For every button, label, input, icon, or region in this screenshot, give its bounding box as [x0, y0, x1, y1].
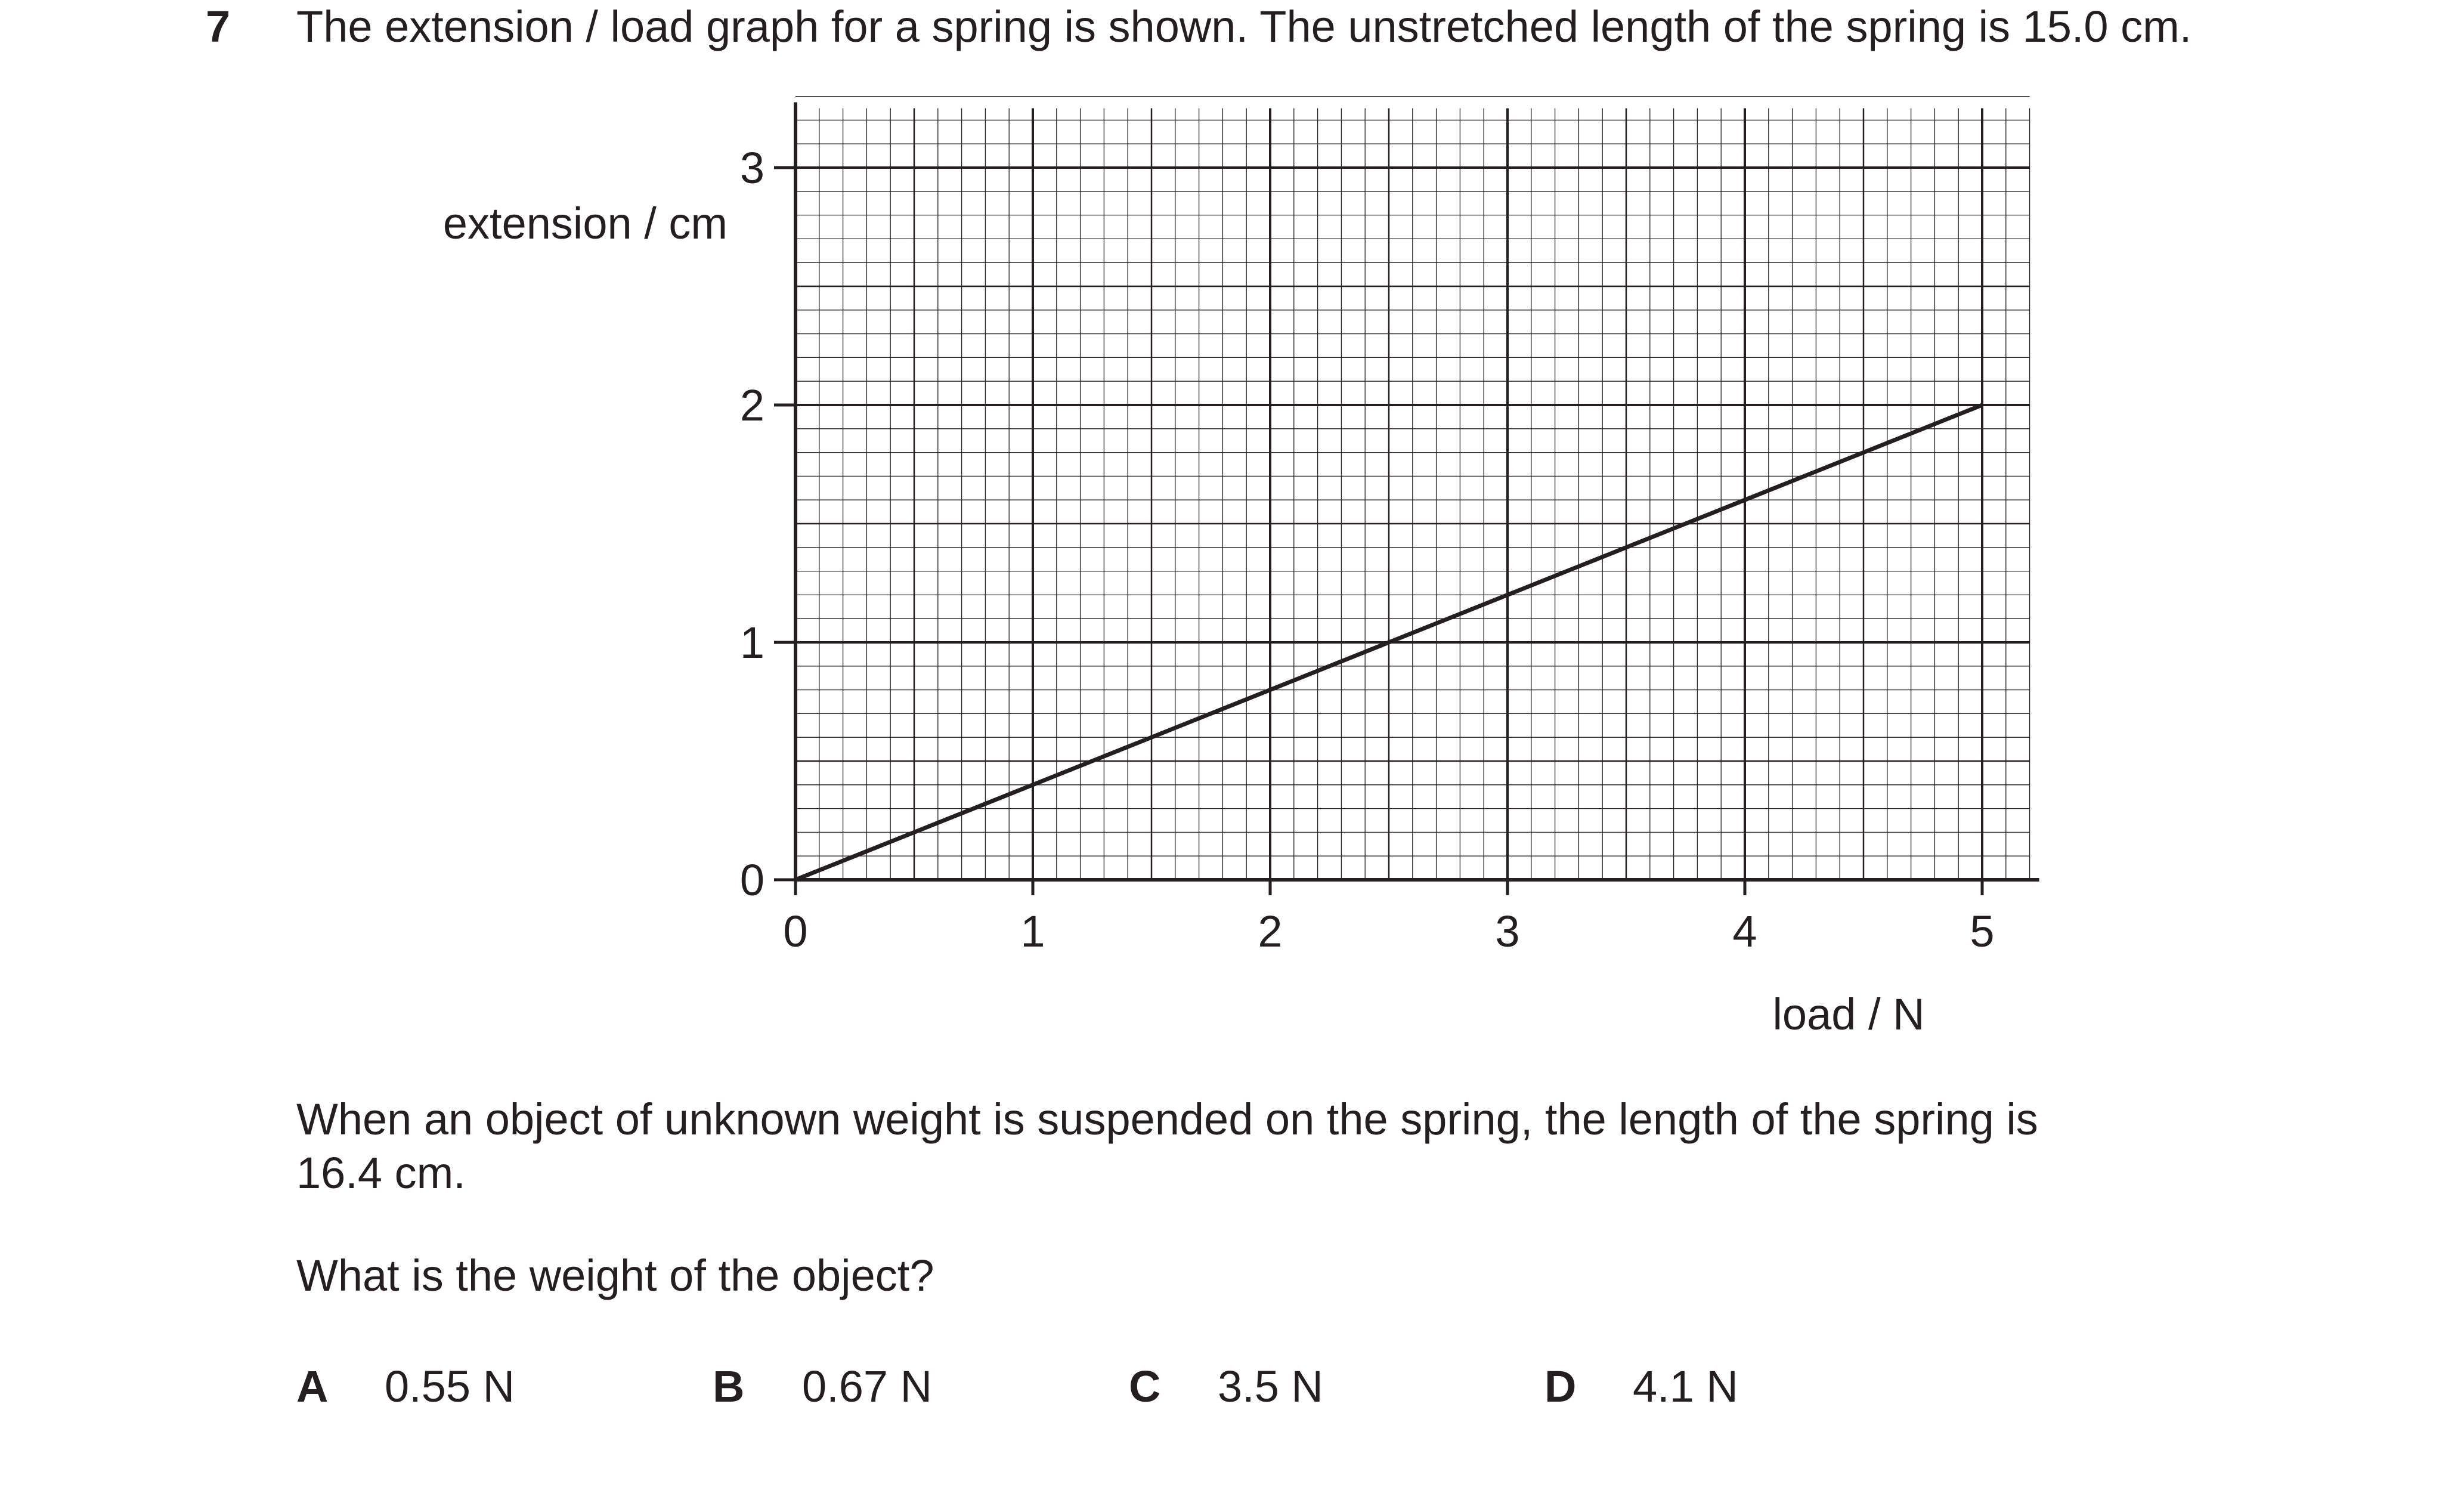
question-stem: The extension / load graph for a spring … [296, 2, 2192, 51]
data-series [794, 403, 1983, 882]
x-tick-label: 5 [1970, 907, 1994, 956]
option-d-letter[interactable]: D [1544, 1362, 1577, 1411]
option-c-value[interactable]: 3.5 N [1218, 1362, 1323, 1411]
question-body-line-2: 16.4 cm. [296, 1148, 466, 1198]
option-b-letter[interactable]: B [713, 1362, 745, 1411]
option-d-value[interactable]: 4.1 N [1633, 1362, 1738, 1411]
x-tick-label: 1 [1020, 907, 1045, 956]
x-tick-label: 3 [1495, 907, 1519, 956]
x-axis-label: load / N [1772, 989, 1924, 1039]
question-body-line-1: When an object of unknown weight is susp… [296, 1094, 2038, 1144]
option-c-letter[interactable]: C [1129, 1362, 1161, 1411]
axes [794, 102, 2039, 882]
option-b-value[interactable]: 0.67 N [802, 1362, 933, 1411]
y-tick-label: 3 [740, 143, 764, 193]
x-tick-label: 0 [783, 907, 807, 956]
mid-gridlines [795, 108, 2030, 880]
minor-gridlines [795, 95, 2030, 880]
y-tick-label: 1 [740, 618, 764, 667]
question-number: 7 [206, 2, 231, 51]
x-tick-label: 4 [1732, 907, 1757, 956]
option-a-value[interactable]: 0.55 N [385, 1362, 515, 1411]
y-tick-label: 2 [740, 381, 764, 430]
tick-marks [774, 166, 1984, 895]
option-a-letter[interactable]: A [296, 1362, 329, 1411]
extension-load-graph: 0 1 2 3 4 5 0 1 2 3 extension / cm load / N [443, 95, 2039, 1039]
extension-load-line [794, 403, 1983, 882]
x-tick-label: 2 [1258, 907, 1282, 956]
y-tick-label: 0 [740, 855, 764, 905]
tick-labels: 0 1 2 3 4 5 0 1 2 3 [740, 143, 1995, 956]
question-prompt: What is the weight of the object? [296, 1251, 934, 1300]
y-axis-label: extension / cm [443, 199, 728, 248]
